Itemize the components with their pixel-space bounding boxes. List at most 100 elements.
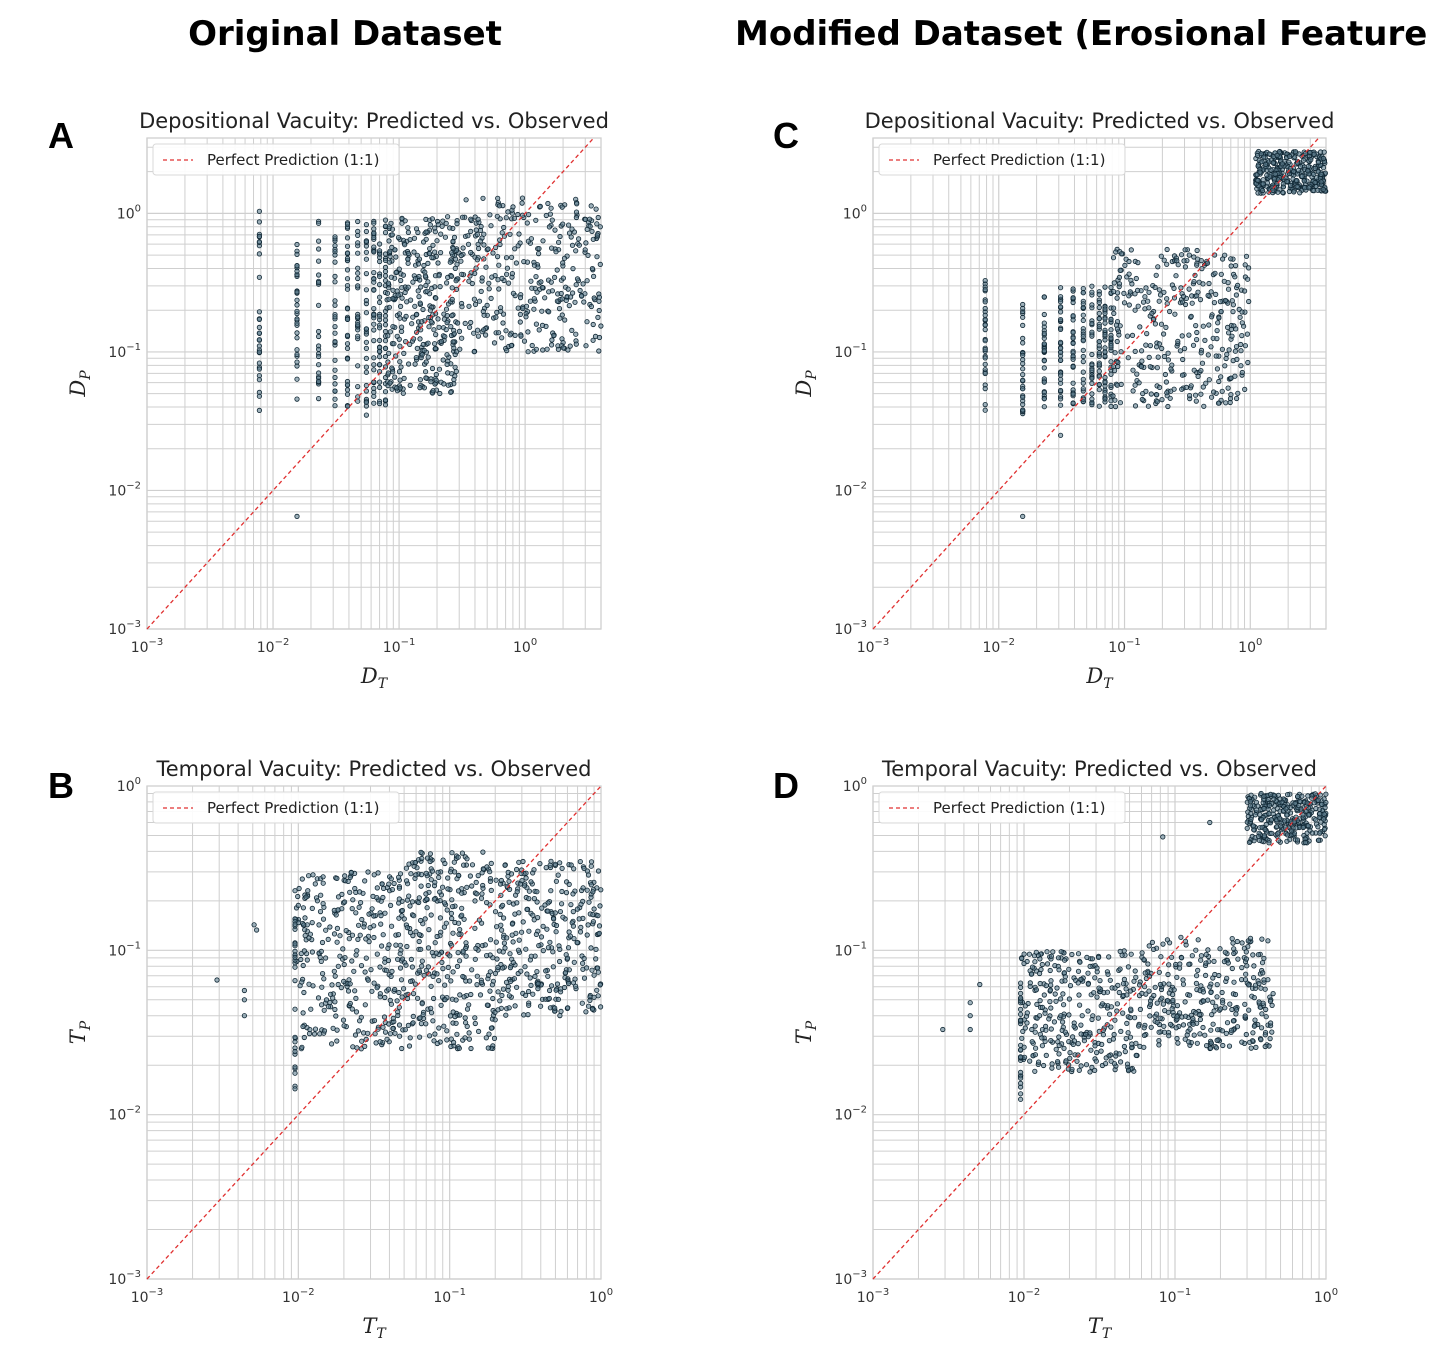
data-point [1108,1058,1114,1064]
data-point [468,228,474,234]
data-point [256,239,262,245]
data-point [416,968,422,974]
data-point [1070,329,1076,336]
data-point [1279,161,1285,167]
data-point [1246,982,1252,988]
data-point [363,955,369,961]
data-point [525,329,531,335]
data-point [1210,999,1216,1005]
data-point [1187,1026,1193,1032]
data-point [1157,981,1164,988]
data-point [438,338,444,344]
data-point [363,222,369,228]
data-point [321,1028,328,1034]
data-point [344,276,351,282]
data-point [487,969,493,975]
data-point [472,1020,478,1027]
data-point [1049,1061,1055,1067]
data-point [536,246,542,252]
data-point [590,321,596,328]
data-point [1146,305,1152,311]
data-point [1250,952,1256,958]
data-point [463,940,469,946]
data-point [437,897,443,904]
y-axis-label: TP [792,1020,820,1044]
data-point [1108,382,1114,388]
data-point [1156,1029,1162,1035]
data-point [516,859,522,865]
data-point [1041,311,1047,318]
data-point [1167,308,1173,315]
data-point [398,328,405,334]
data-point [1055,1059,1061,1065]
data-point [332,298,338,304]
data-point [344,341,351,347]
data-point [453,278,459,284]
data-point [292,1034,298,1040]
data-point [596,923,603,929]
data-point [380,932,386,938]
data-point [410,314,416,320]
data-point [1257,169,1263,175]
data-point [1229,333,1235,339]
data-point [559,204,565,210]
data-point [1266,840,1272,846]
data-point [1318,171,1324,177]
data-point [1219,388,1225,394]
data-point [1213,353,1219,359]
data-point [294,297,300,303]
data-point [459,905,465,911]
data-point [1254,807,1260,813]
data-point [560,914,566,920]
data-point [363,345,369,351]
data-point [1248,1045,1254,1051]
data-point [491,340,498,346]
data-point [482,942,488,948]
data-point [967,1026,973,1033]
data-point [1230,1018,1237,1024]
data-point [1177,1010,1183,1016]
data-point [1164,937,1171,943]
data-point [1132,1015,1138,1021]
data-point [516,910,522,916]
data-point [581,865,587,872]
data-point [1147,364,1153,370]
data-point [300,962,306,969]
data-point [1233,326,1239,332]
data-point [1227,399,1233,406]
data-point [1200,989,1207,995]
data-point [472,898,478,904]
data-point [1193,398,1199,404]
data-point [518,929,525,935]
data-point [553,878,560,884]
data-point [1041,396,1047,402]
data-point [1108,284,1114,291]
data-point [418,849,424,856]
data-point [1197,296,1204,303]
data-point [484,302,490,308]
data-point [353,995,359,1002]
data-point [1165,998,1171,1004]
data-point [320,916,327,922]
data-point [471,296,477,302]
data-point [376,348,383,355]
data-point [1058,299,1064,305]
data-point [1089,333,1095,339]
data-point [527,975,533,981]
data-point [1204,1043,1210,1049]
data-point [407,929,414,936]
data-point [341,899,348,905]
data-point [418,871,425,878]
data-point [526,895,532,902]
panel-letter: C [773,115,799,156]
data-point [1160,941,1166,947]
data-point [508,871,515,877]
data-point [1041,1062,1047,1069]
data-point [1066,966,1072,972]
data-point [415,261,422,267]
data-point [1286,159,1292,165]
data-point [1193,392,1199,398]
data-point [1223,355,1229,362]
data-point [1108,359,1114,365]
data-point [315,302,322,308]
